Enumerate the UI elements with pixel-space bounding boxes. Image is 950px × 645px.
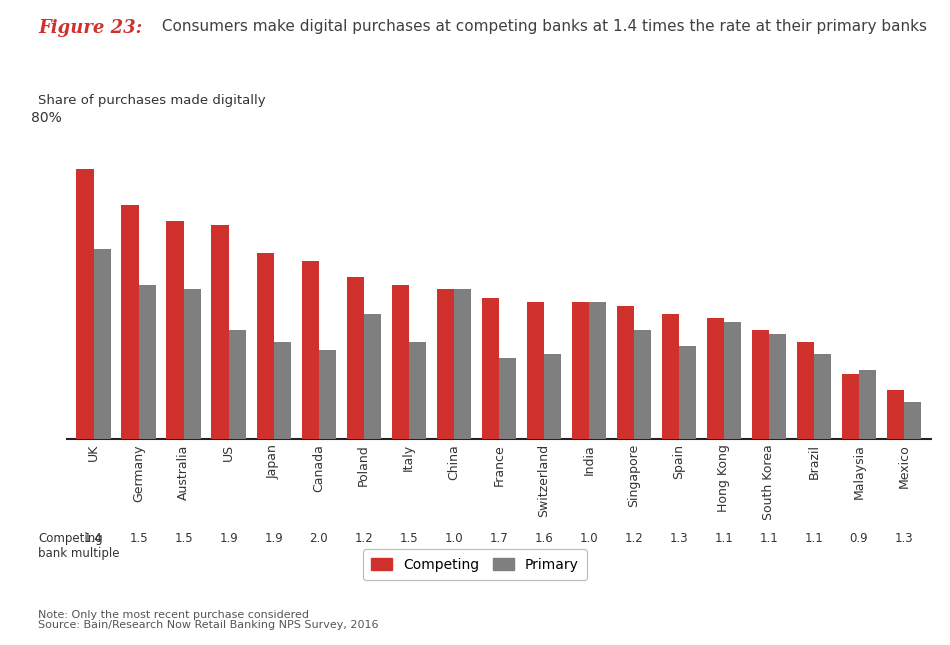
Bar [301,261,318,439]
Text: 1.1: 1.1 [805,532,824,545]
Text: 1.7: 1.7 [489,532,508,545]
Bar [166,221,183,439]
Bar [526,301,543,439]
Bar [274,342,291,439]
Bar [454,290,471,439]
Bar [139,285,156,439]
Bar [93,249,110,439]
Text: 1.2: 1.2 [624,532,643,545]
Bar [634,330,651,439]
Bar [183,290,200,439]
Text: 0.9: 0.9 [849,532,868,545]
Bar [662,313,679,439]
Bar [499,358,516,439]
Bar [122,204,139,439]
Bar [229,330,246,439]
Text: 1.5: 1.5 [129,532,148,545]
Bar [887,390,904,439]
Bar [769,334,786,439]
Bar [617,306,634,439]
Text: 1.1: 1.1 [714,532,733,545]
Bar [679,346,696,439]
Text: 1.1: 1.1 [760,532,778,545]
Text: 1.3: 1.3 [895,532,913,545]
Bar [318,350,335,439]
Text: 1.0: 1.0 [445,532,463,545]
Bar [364,313,381,439]
Text: 1.0: 1.0 [580,532,598,545]
Bar [859,370,876,439]
Bar [572,301,589,439]
Bar [751,330,769,439]
Legend: Competing, Primary: Competing, Primary [363,550,587,580]
Text: Note: Only the most recent purchase considered: Note: Only the most recent purchase cons… [38,610,309,620]
Text: 1.9: 1.9 [264,532,283,545]
Text: Consumers make digital purchases at competing banks at 1.4 times the rate at the: Consumers make digital purchases at comp… [157,19,927,34]
Text: 1.6: 1.6 [535,532,553,545]
Bar [589,301,606,439]
Bar [437,290,454,439]
Text: 1.5: 1.5 [174,532,193,545]
Bar [814,354,831,439]
Bar [347,277,364,439]
Bar [256,253,274,439]
Text: Figure 23:: Figure 23: [38,19,142,37]
Text: Share of purchases made digitally: Share of purchases made digitally [38,94,266,106]
Bar [904,402,922,439]
Bar [543,354,560,439]
Text: Competing
bank multiple: Competing bank multiple [38,532,120,560]
Bar [408,342,426,439]
Text: Source: Bain/Research Now Retail Banking NPS Survey, 2016: Source: Bain/Research Now Retail Banking… [38,620,378,631]
Bar [482,297,499,439]
Text: 2.0: 2.0 [310,532,328,545]
Text: 1.2: 1.2 [354,532,373,545]
Bar [212,225,229,439]
Bar [797,342,814,439]
Text: 1.9: 1.9 [219,532,238,545]
Text: 1.3: 1.3 [670,532,688,545]
Text: 1.5: 1.5 [399,532,418,545]
Bar [76,168,93,439]
Bar [707,317,724,439]
Text: 1.4: 1.4 [85,532,103,545]
Bar [842,374,859,439]
Bar [391,285,408,439]
Bar [724,322,741,439]
